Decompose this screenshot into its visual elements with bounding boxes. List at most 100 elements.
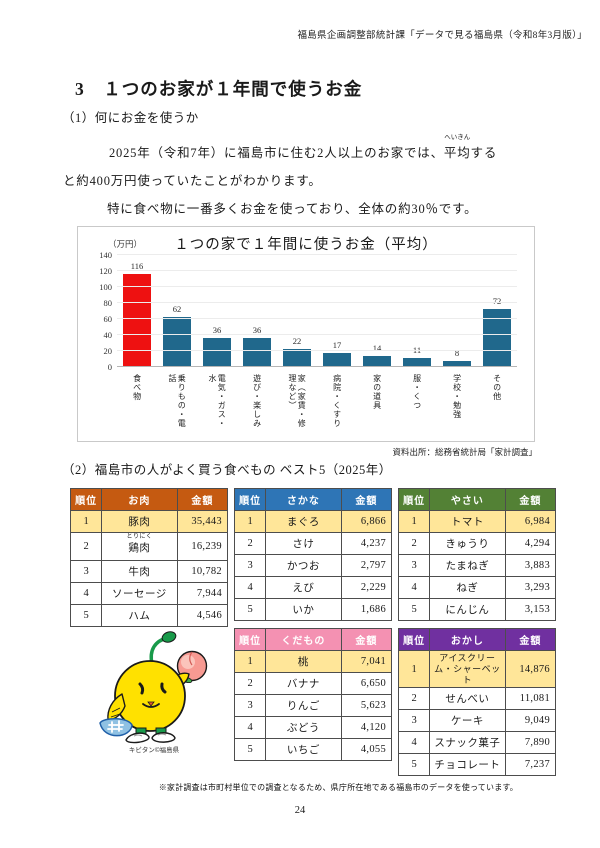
table-header: 金額 bbox=[504, 628, 557, 651]
item-cell: ソーセージ bbox=[101, 582, 178, 605]
x-axis-label: 家の道具 bbox=[372, 374, 382, 410]
table-header: 順位 bbox=[233, 488, 267, 511]
table-row: 4 スナック菓子 7,890 bbox=[397, 731, 557, 755]
rank-cell: 2 bbox=[397, 532, 431, 555]
ruby-heikin: へいきん 平均 bbox=[443, 134, 471, 161]
chart-gridline bbox=[117, 254, 517, 255]
rank-cell: 5 bbox=[233, 738, 267, 761]
amount-cell: 7,890 bbox=[504, 731, 557, 755]
table-row: 1 まぐろ 6,866 bbox=[233, 510, 393, 533]
item-cell: アイスクリーム・シャーベット bbox=[429, 649, 506, 689]
bar-column: 116 bbox=[117, 255, 157, 367]
x-axis-label-cell: 家の道具 bbox=[357, 374, 397, 436]
page-number: 24 bbox=[294, 805, 306, 816]
table-container-fish: 順位 さかな 金額 1 まぐろ 6,866 2 さけ 4,237 3 かつお 2,797 4 えび 2,22… bbox=[233, 488, 393, 621]
x-axis-label-cell: 電気・ガス・水 bbox=[197, 374, 237, 436]
item-cell: せんべい bbox=[429, 687, 506, 711]
chart-gridline bbox=[117, 270, 517, 271]
x-axis-label-cell: その他 bbox=[477, 374, 517, 436]
bar-chart: １つの家で１年間に使うお金（平均） （万円） 0 20 40 60 80 100 120 14… bbox=[77, 226, 535, 442]
bar bbox=[483, 309, 511, 367]
table-row: 3 たまねぎ 3,883 bbox=[397, 554, 557, 577]
amount-cell: 7,041 bbox=[340, 650, 393, 673]
ruby-base-heikin: 平均 bbox=[443, 146, 471, 160]
item-cell: にんじん bbox=[429, 598, 506, 621]
item-cell: ぶどう bbox=[265, 716, 342, 739]
item-cell: トマト bbox=[429, 510, 506, 533]
bar-value-label: 17 bbox=[332, 340, 342, 351]
table-row: 3 ケーキ 9,049 bbox=[397, 709, 557, 733]
mascot-left-eye bbox=[138, 682, 145, 695]
item-cell: えび bbox=[265, 576, 342, 599]
bar-column: 36 bbox=[237, 255, 277, 367]
item-cell: 牛肉 bbox=[101, 560, 178, 583]
table-row: 4 ぶどう 4,120 bbox=[233, 716, 393, 739]
bar-column: 8 bbox=[437, 255, 477, 367]
item-cell: チョコレート bbox=[429, 753, 506, 777]
table-header: 金額 bbox=[176, 488, 229, 511]
amount-cell: 2,229 bbox=[340, 576, 393, 599]
rank-table-fruit: 順位 くだもの 金額 1 桃 7,041 2 バナナ 6,650 3 りんご 5,623 4 ぶどう 4,1… bbox=[233, 628, 393, 761]
mascot-body bbox=[114, 660, 186, 732]
rank-cell: 3 bbox=[397, 709, 431, 733]
table-header-category: やさい bbox=[429, 488, 506, 511]
item-cell: ハム bbox=[101, 604, 178, 627]
rank-cell: 3 bbox=[233, 554, 267, 577]
table-row: 5 ハム 4,546 bbox=[69, 604, 229, 627]
x-axis-label: その他 bbox=[492, 374, 502, 401]
amount-cell: 4,237 bbox=[340, 532, 393, 555]
y-axis-tick-label: 20 bbox=[103, 345, 113, 356]
amount-cell: 3,293 bbox=[504, 576, 557, 599]
table-row: 5 チョコレート 7,237 bbox=[397, 753, 557, 777]
rank-cell: 1 bbox=[397, 649, 431, 689]
chart-gridline bbox=[117, 350, 517, 351]
chart-y-axis: 0 20 40 60 80 100 120 140 bbox=[84, 250, 114, 370]
table-header: 金額 bbox=[340, 628, 393, 651]
amount-cell: 4,120 bbox=[340, 716, 393, 739]
item-cell: 桃 bbox=[265, 650, 342, 673]
amount-cell: 2,797 bbox=[340, 554, 393, 577]
amount-cell: 9,049 bbox=[504, 709, 557, 733]
rank-table-fish: 順位 さかな 金額 1 まぐろ 6,866 2 さけ 4,237 3 かつお 2,797 4 えび 2,22… bbox=[233, 488, 393, 621]
amount-cell: 4,294 bbox=[504, 532, 557, 555]
table-header-category: おかし bbox=[429, 628, 506, 651]
bar bbox=[123, 274, 151, 367]
bar bbox=[363, 355, 391, 367]
mascot-caption: キビタン©福島県 bbox=[128, 747, 180, 754]
x-axis-label-cell: 服・くつ bbox=[397, 374, 437, 436]
table-row: 5 にんじん 3,153 bbox=[397, 598, 557, 621]
kibitan-mascot-illustration bbox=[99, 631, 208, 744]
rank-cell: 4 bbox=[397, 576, 431, 599]
table-row: 3 かつお 2,797 bbox=[233, 554, 393, 577]
table-header: 順位 bbox=[69, 488, 103, 511]
item-cell: さけ bbox=[265, 532, 342, 555]
rank-cell: 2 bbox=[233, 672, 267, 695]
item-cell: まぐろ bbox=[265, 510, 342, 533]
bar-value-label: 36 bbox=[252, 325, 262, 336]
rank-cell: 5 bbox=[397, 598, 431, 621]
rank-cell: 4 bbox=[233, 716, 267, 739]
bar bbox=[443, 360, 471, 367]
bar bbox=[323, 353, 351, 367]
y-axis-tick-label: 100 bbox=[99, 281, 112, 292]
rank-cell: 4 bbox=[69, 582, 103, 605]
x-axis-label: 乗りもの・電話 bbox=[168, 374, 187, 428]
bar-value-label: 62 bbox=[172, 304, 182, 315]
x-axis-label-cell: 遊び・楽しみ bbox=[237, 374, 277, 436]
footnote: ※家計調査は市町村単位での調査となるため、県庁所在地である福島市のデータを使って… bbox=[158, 783, 518, 792]
amount-cell: 3,883 bbox=[504, 554, 557, 577]
item-cell: かつお bbox=[265, 554, 342, 577]
rank-cell: 2 bbox=[397, 687, 431, 711]
bar-value-label: 8 bbox=[454, 347, 460, 358]
bar bbox=[243, 338, 271, 367]
amount-cell: 11,081 bbox=[504, 687, 557, 711]
chart-gridline bbox=[117, 286, 517, 287]
item-cell: いか bbox=[265, 598, 342, 621]
amount-cell: 1,686 bbox=[340, 598, 393, 621]
chart-plot-area: 11662363622171411872 bbox=[117, 254, 517, 367]
table-row: 4 ねぎ 3,293 bbox=[397, 576, 557, 599]
table-row: 2 せんべい 11,081 bbox=[397, 687, 557, 711]
table-row: 1 アイスクリーム・シャーベット 14,876 bbox=[397, 649, 557, 689]
item-cell: きゅうり bbox=[429, 532, 506, 555]
table-row: 1 豚肉 35,443 bbox=[69, 510, 229, 533]
